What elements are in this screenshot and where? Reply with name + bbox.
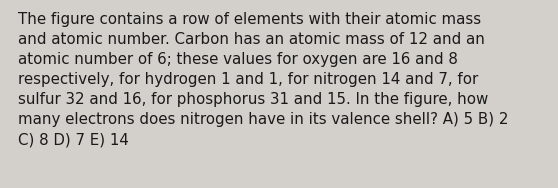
- Text: The figure contains a row of elements with their atomic mass
and atomic number. : The figure contains a row of elements wi…: [18, 12, 508, 147]
